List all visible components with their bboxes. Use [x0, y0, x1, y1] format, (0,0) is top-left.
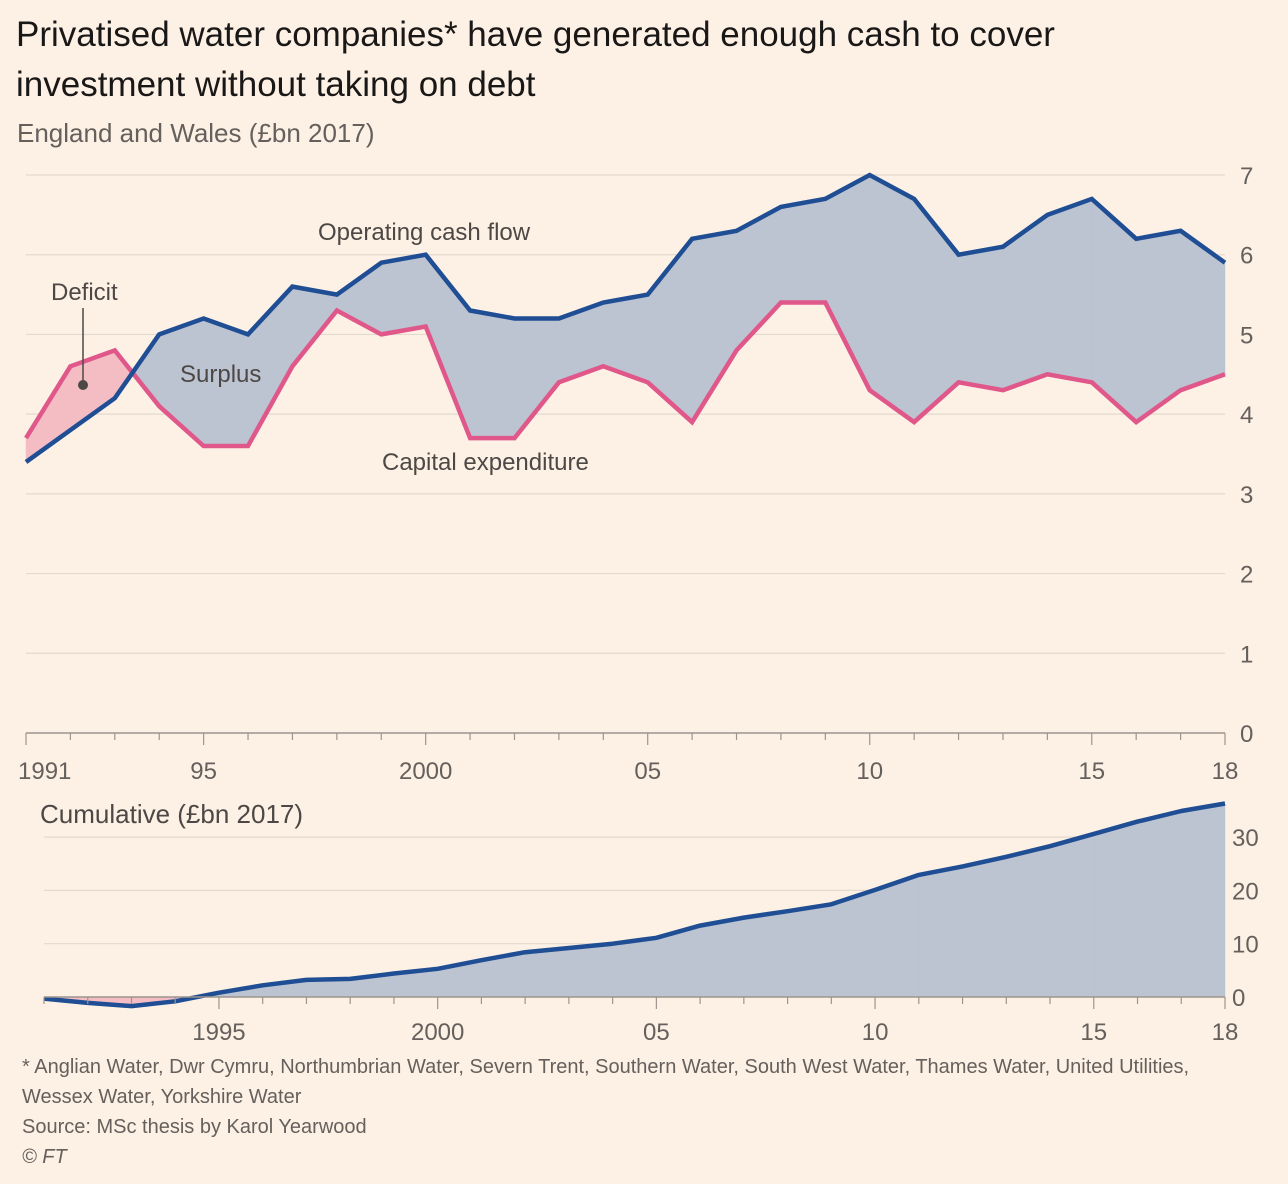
chart-notes: * Anglian Water, Dwr Cymru, Northumbrian… [22, 1052, 1222, 1172]
top-chart-lines [24, 172, 1227, 464]
operating-cash-flow-line [24, 172, 1227, 464]
y-tick-label-3: 3 [1240, 482, 1253, 509]
surplus-area [469, 310, 515, 439]
y-tick-label-5: 5 [1240, 322, 1253, 349]
cumulative-surplus-area [1093, 821, 1138, 998]
y-tick-label-1: 1 [1240, 641, 1253, 668]
cumulative-surplus-area [524, 947, 570, 998]
x-tick-label-2018: 18 [1212, 758, 1239, 785]
top-chart-annotations: Operating cash flow Capital expenditure … [51, 219, 589, 476]
bottom-chart-x-axis: 1995 2000 05 10 15 18 [43, 996, 1239, 1046]
cumulative-y-tick-label-20: 20 [1232, 878, 1259, 905]
cumulative-surplus-area [1049, 833, 1095, 998]
x-tick-label-2015: 15 [1078, 758, 1105, 785]
surplus-area [1047, 198, 1093, 383]
footnote: * Anglian Water, Dwr Cymru, Northumbrian… [22, 1056, 1190, 1108]
y-tick-label-0: 0 [1240, 721, 1253, 748]
cumulative-x-tick-label-2010: 10 [862, 1019, 889, 1046]
surplus-label: Surplus [180, 361, 261, 388]
y-tick-label-7: 7 [1240, 163, 1253, 190]
cumulative-surplus-area [1006, 845, 1051, 998]
cumulative-y-tick-label-30: 30 [1232, 825, 1259, 852]
cumulative-line [43, 801, 1226, 1009]
surplus-area [780, 198, 826, 303]
x-tick-label-1995: 95 [190, 758, 217, 785]
cumulative-surplus-area [743, 910, 788, 998]
surplus-area [381, 254, 426, 335]
copyright: © FT [22, 1146, 67, 1168]
cumulative-surplus-area [787, 903, 832, 998]
deficit-label: Deficit [51, 279, 118, 306]
cumulative-x-tick-label-2018: 18 [1212, 1019, 1239, 1046]
surplus-area [825, 174, 870, 391]
source-note: Source: MSc thesis by Karol Yearwood [22, 1116, 367, 1138]
deficit-marker-dot [78, 380, 88, 390]
surplus-area [869, 174, 915, 423]
cumulative-surplus-area [874, 874, 920, 998]
cumulative-x-tick-label-2000: 2000 [411, 1019, 464, 1046]
cumulative-surplus-area [568, 943, 613, 998]
capital-expenditure-line [24, 300, 1226, 449]
cumulative-x-tick-label-1995: 1995 [192, 1019, 245, 1046]
x-tick-label-2010: 10 [856, 758, 883, 785]
cumulative-surplus-area [1181, 803, 1226, 998]
surplus-area [514, 318, 560, 439]
chart-title: Privatised water companies* have generat… [16, 15, 1055, 104]
cumulative-surplus-area [699, 917, 745, 998]
main-chart: 0 1 2 3 4 5 6 7 1991 95 2000 05 10 15 18 Operating ca… [18, 163, 1259, 1046]
operating-cash-flow-label: Operating cash flow [318, 219, 531, 246]
cumulative-y-tick-label-10: 10 [1232, 932, 1259, 959]
cumulative-y-tick-label-0: 0 [1232, 985, 1245, 1012]
surplus-area [691, 230, 737, 423]
cumulative-surplus-area [831, 889, 876, 998]
cumulative-surplus-area [962, 856, 1007, 998]
top-chart-x-axis: 1991 95 2000 05 10 15 18 [18, 732, 1239, 785]
x-tick-label-2005: 05 [634, 758, 661, 785]
cumulative-x-tick-label-2015: 15 [1080, 1019, 1107, 1046]
cumulative-surplus-area [1137, 810, 1182, 998]
bottom-chart-fills [43, 803, 1226, 1007]
cumulative-chart-title: Cumulative (£bn 2017) [40, 799, 303, 829]
capital-expenditure-label: Capital expenditure [382, 449, 589, 476]
surplus-area [958, 246, 1004, 391]
cumulative-x-tick-label-2005: 05 [643, 1019, 670, 1046]
x-tick-label-1991: 1991 [18, 758, 71, 785]
y-tick-label-6: 6 [1240, 243, 1253, 270]
cumulative-surplus-area [612, 937, 657, 998]
y-tick-label-2: 2 [1240, 562, 1253, 589]
x-tick-label-2000: 2000 [399, 758, 452, 785]
chart-subtitle: England and Wales (£bn 2017) [17, 118, 375, 148]
cumulative-surplus-area [918, 866, 963, 998]
bottom-chart-line [43, 801, 1226, 1009]
y-tick-label-4: 4 [1240, 402, 1253, 429]
